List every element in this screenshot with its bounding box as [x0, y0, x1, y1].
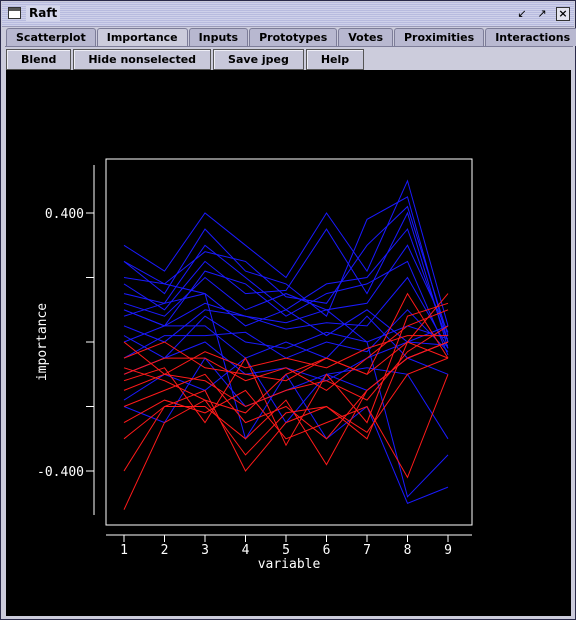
- tab-inputs[interactable]: Inputs: [188, 28, 249, 46]
- series-line-blue-5: [123, 244, 449, 333]
- tab-bar: Scatterplot Importance Inputs Prototypes…: [6, 28, 576, 47]
- y-axis-label: importance: [35, 303, 50, 381]
- x-tick-label: 5: [282, 543, 290, 558]
- close-icon[interactable]: ×: [556, 7, 570, 21]
- tab-prototypes[interactable]: Prototypes: [249, 28, 338, 46]
- series-line-red-25: [123, 302, 449, 447]
- toolbar: Blend Hide nonselected Save jpeg Help: [6, 49, 366, 70]
- series-line-red-18: [123, 309, 449, 392]
- series-line-red-26: [123, 335, 448, 375]
- tab-divider: [5, 46, 573, 47]
- series-lines: [123, 179, 449, 510]
- series-line-red-22: [123, 374, 449, 479]
- series-line-red-23: [123, 341, 449, 472]
- series-line-red-19: [123, 325, 449, 408]
- series-line-blue-11: [123, 309, 449, 359]
- hide-nonselected-button[interactable]: Hide nonselected: [73, 49, 212, 70]
- tab-scatterplot[interactable]: Scatterplot: [6, 28, 96, 46]
- window-icon: [8, 7, 21, 19]
- blend-button[interactable]: Blend: [6, 49, 72, 70]
- y-tick-label: 0.400: [45, 207, 84, 222]
- x-tick-label: 4: [242, 543, 250, 558]
- x-ticks: 1 2 3 4 5 6 7 8 9: [120, 535, 452, 558]
- series-line-red-24: [123, 357, 449, 510]
- x-tick-label: 1: [120, 543, 128, 558]
- plot-canvas[interactable]: 0.400 -0.400 1 2 3 4 5 6 7 8 9 importance variabl…: [6, 70, 571, 616]
- series-line-blue-0: [123, 179, 449, 327]
- series-line-blue-6: [123, 260, 449, 356]
- x-tick-label: 7: [363, 543, 371, 558]
- series-line-red-27: [123, 292, 449, 414]
- tab-votes[interactable]: Votes: [338, 28, 393, 46]
- x-tick-label: 3: [201, 543, 209, 558]
- y-ticks: 0.400 -0.400: [37, 207, 94, 480]
- series-line-blue-10: [123, 315, 449, 359]
- y-tick-label: -0.400: [37, 465, 84, 480]
- x-tick-label: 8: [404, 543, 412, 558]
- series-line-blue-8: [123, 276, 449, 349]
- series-line-blue-1: [123, 196, 449, 343]
- series-line-blue-15: [123, 302, 449, 498]
- maximize-icon[interactable]: ↗: [537, 7, 547, 20]
- importance-chart: 0.400 -0.400 1 2 3 4 5 6 7 8 9 importance variabl…: [35, 158, 473, 572]
- x-tick-label: 9: [444, 543, 452, 558]
- help-button[interactable]: Help: [305, 49, 365, 70]
- minimize-icon[interactable]: ↙: [517, 7, 527, 20]
- window-title: Raft: [26, 6, 61, 21]
- x-tick-label: 6: [323, 543, 331, 558]
- series-line-red-21: [123, 341, 449, 472]
- series-line-blue-2: [123, 205, 449, 336]
- x-tick-label: 2: [161, 543, 169, 558]
- series-line-blue-3: [123, 211, 449, 349]
- title-bar[interactable]: Raft ↙ ↗ ×: [2, 2, 574, 27]
- tab-interactions[interactable]: Interactions: [485, 28, 576, 46]
- tab-importance[interactable]: Importance: [96, 28, 188, 47]
- plot-frame: [105, 158, 473, 526]
- x-axis-label: variable: [258, 557, 321, 572]
- series-line-blue-9: [123, 315, 449, 359]
- save-jpeg-button[interactable]: Save jpeg: [213, 49, 304, 70]
- tab-proximities[interactable]: Proximities: [394, 28, 485, 46]
